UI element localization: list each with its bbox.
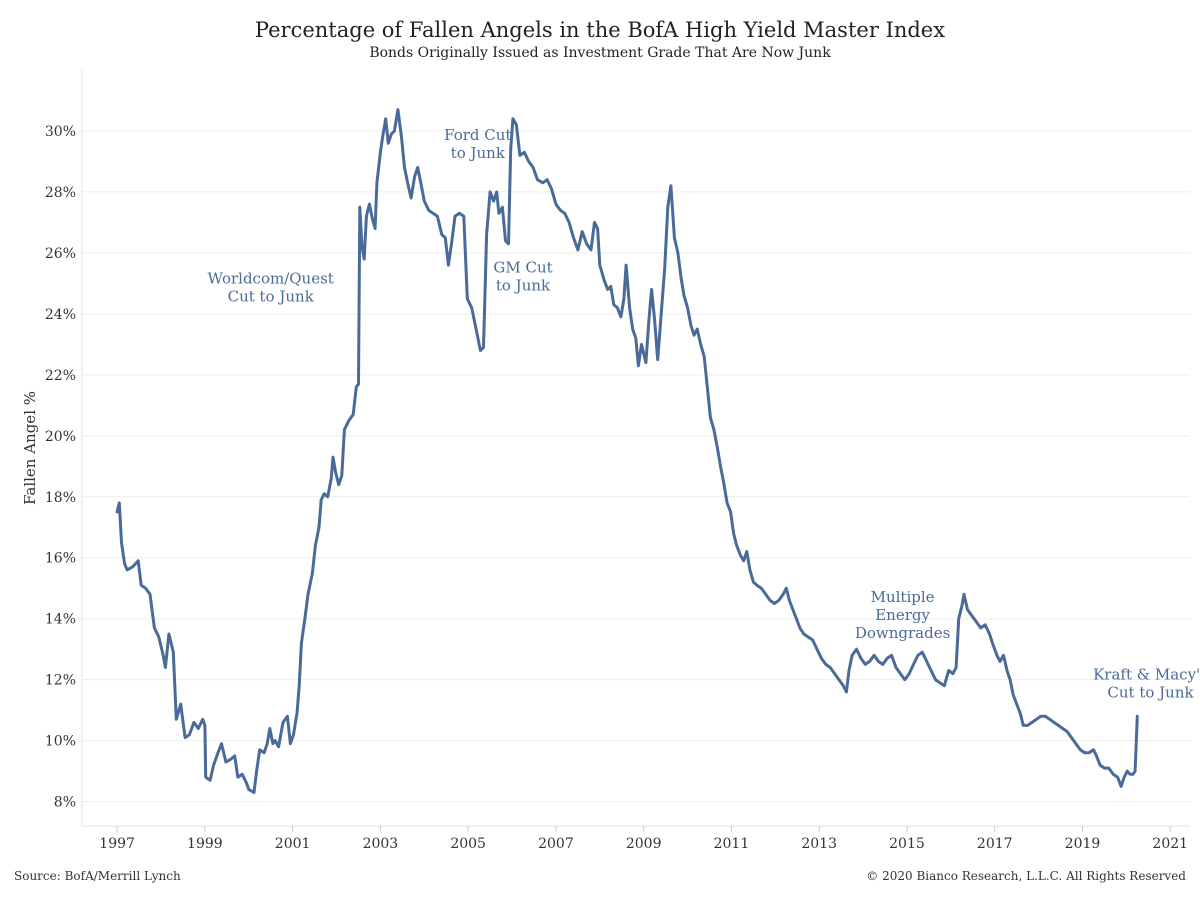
y-tick-label: 14%: [45, 612, 76, 628]
x-tick-label: 2013: [801, 836, 837, 852]
annotation-line: Worldcom/Quest: [208, 269, 334, 287]
x-tick-label: 2007: [538, 836, 574, 852]
x-tick-label: 2019: [1065, 836, 1101, 852]
y-axis-ticks: 8% 10% 12% 14% 16% 18% 20% 22% 24% 26% 28% 30%: [45, 124, 76, 811]
annotation-line: to Junk: [451, 144, 506, 162]
annotation-label: GM Cut to Junk: [493, 259, 552, 295]
y-tick-label: 10%: [45, 734, 76, 750]
y-tick-label: 22%: [45, 368, 76, 384]
x-tick-label: 2017: [977, 836, 1013, 852]
y-tick-label: 24%: [45, 307, 76, 323]
annotation-label: Multiple Energy Downgrades: [855, 588, 950, 642]
x-tick-label: 2009: [626, 836, 662, 852]
x-tick-label: 2003: [363, 836, 399, 852]
annotation-line: GM Cut: [493, 259, 552, 277]
y-axis-title: Fallen Angel %: [21, 391, 39, 505]
x-tick-label: 2021: [1152, 836, 1188, 852]
annotation-label: Ford Cut to Junk: [444, 126, 511, 162]
x-tick-label: 2015: [889, 836, 925, 852]
y-tick-label: 30%: [45, 124, 76, 140]
annotation-line: Kraft & Macy's: [1093, 666, 1200, 684]
x-tick-label: 2005: [450, 836, 486, 852]
x-tick-label: 1999: [187, 836, 223, 852]
y-tick-label: 12%: [45, 673, 76, 689]
copyright-note: © 2020 Bianco Research, L.L.C. All Right…: [866, 869, 1186, 883]
x-tick-label: 1997: [99, 836, 135, 852]
annotation-line: Ford Cut: [444, 126, 511, 144]
chart-subtitle: Bonds Originally Issued as Investment Gr…: [369, 45, 831, 61]
x-tick-label: 2001: [275, 836, 311, 852]
series-group: [115, 108, 1139, 794]
annotation-line: Cut to Junk: [1107, 684, 1194, 702]
annotation-line: to Junk: [496, 277, 551, 295]
chart-title: Percentage of Fallen Angels in the BofA …: [255, 18, 945, 42]
annotation-line: Downgrades: [855, 624, 950, 642]
y-tick-label: 18%: [45, 490, 76, 506]
x-axis-ticks: 1997 1999 2001 2003 2005 2007 2009 2011 2013 2015…: [99, 826, 1188, 852]
annotation-label: Kraft & Macy's Cut to Junk: [1093, 666, 1200, 702]
source-note: Source: BofA/Merrill Lynch: [14, 869, 181, 883]
y-tick-label: 16%: [45, 551, 76, 567]
gridlines: [82, 130, 1190, 803]
series-line: [115, 108, 1139, 794]
annotation-line: Multiple: [871, 588, 935, 606]
y-tick-label: 26%: [45, 246, 76, 262]
y-tick-label: 8%: [54, 795, 76, 811]
annotation-line: Energy: [875, 606, 930, 624]
annotation-label: Worldcom/Quest Cut to Junk: [208, 269, 334, 305]
annotation-line: Cut to Junk: [228, 287, 315, 305]
y-tick-label: 20%: [45, 429, 76, 445]
x-tick-label: 2011: [714, 836, 750, 852]
y-tick-label: 28%: [45, 185, 76, 201]
